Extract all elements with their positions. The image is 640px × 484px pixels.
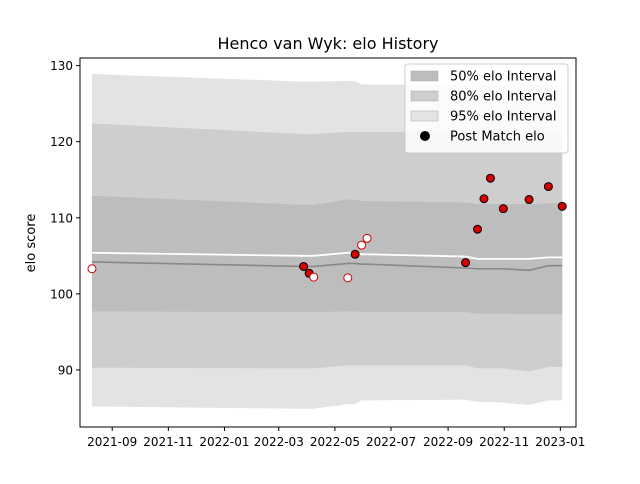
post-match-point-10: [479, 194, 489, 204]
legend-swatch-0: [410, 70, 439, 82]
y-tick-label-0: 90: [58, 363, 73, 377]
post-match-point-7: [362, 233, 372, 243]
x-tick-label-6: 2022-09: [423, 435, 473, 449]
y-tick-label-3: 120: [50, 135, 73, 149]
post-match-point-3: [309, 272, 319, 282]
post-match-point-5: [350, 249, 360, 259]
post-match-point-14: [543, 182, 553, 192]
x-tick-label-7: 2022-11: [479, 435, 529, 449]
post-match-point-6: [357, 240, 367, 250]
legend: 50% elo Interval 80% elo Interval 95% elo …: [404, 63, 569, 154]
x-tick-label-3: 2022-03: [254, 435, 304, 449]
plot-area: 2021-09 2021-11 2022-01 2022-03 2022-05 2022-…: [50, 57, 585, 449]
x-tick-label-2: 2022-01: [199, 435, 249, 449]
x-tick-label-1: 2021-11: [143, 435, 193, 449]
x-tick-label-8: 2023-01: [535, 435, 585, 449]
median-line: [91, 261, 563, 272]
x-tick-label-0: 2021-09: [87, 435, 137, 449]
y-tick-label-1: 100: [50, 287, 73, 301]
post-match-point-11: [485, 173, 495, 183]
legend-swatch-1: [410, 90, 439, 102]
legend-marker-post-match: [420, 131, 430, 141]
legend-label-1: 80% elo Interval: [450, 90, 557, 105]
post-match-point-15: [557, 201, 567, 211]
x-tick-label-5: 2022-07: [366, 435, 416, 449]
y-tick-label-4: 130: [50, 59, 73, 73]
axes-frame: [79, 57, 577, 428]
post-match-point-1: [299, 261, 309, 271]
post-match-point-9: [473, 224, 483, 234]
post-match-point-8: [461, 258, 471, 268]
post-match-point-12: [498, 204, 508, 214]
legend-label-0: 50% elo Interval: [450, 70, 557, 85]
y-axis-label: elo score: [24, 214, 39, 273]
post-match-point-0: [87, 264, 97, 274]
legend-box: [404, 63, 569, 154]
y-tick-label-2: 110: [50, 211, 73, 225]
post-match-point-4: [343, 273, 353, 283]
legend-swatch-2: [410, 110, 439, 122]
legend-label-2: 95% elo Interval: [450, 110, 557, 125]
legend-label-3: Post Match elo: [450, 130, 545, 145]
post-match-point-13: [524, 195, 534, 205]
mean-line: [91, 251, 563, 260]
chart-title: Henco van Wyk: elo History: [217, 34, 438, 53]
x-tick-label-4: 2022-05: [310, 435, 360, 449]
